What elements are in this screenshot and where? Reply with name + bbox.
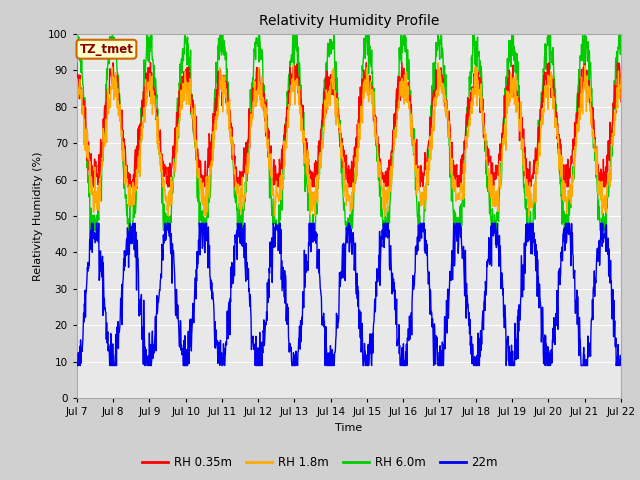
Legend: RH 0.35m, RH 1.8m, RH 6.0m, 22m: RH 0.35m, RH 1.8m, RH 6.0m, 22m xyxy=(137,452,503,474)
X-axis label: Time: Time xyxy=(335,423,362,433)
Text: TZ_tmet: TZ_tmet xyxy=(79,43,133,56)
Y-axis label: Relativity Humidity (%): Relativity Humidity (%) xyxy=(33,151,43,281)
Title: Relativity Humidity Profile: Relativity Humidity Profile xyxy=(259,14,439,28)
